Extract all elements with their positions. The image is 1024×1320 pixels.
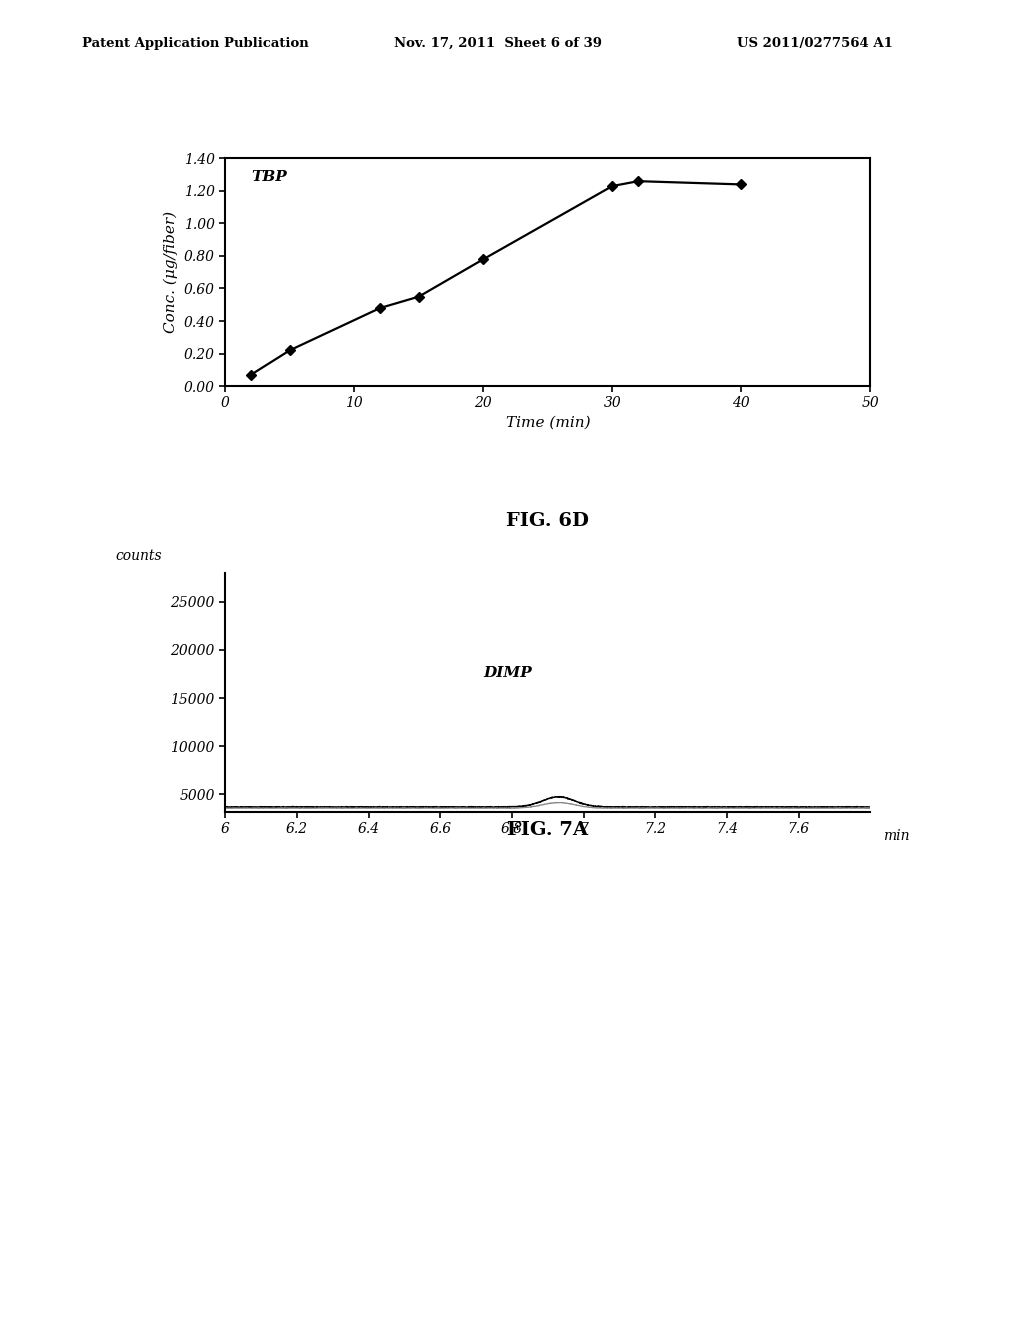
Text: Nov. 17, 2011  Sheet 6 of 39: Nov. 17, 2011 Sheet 6 of 39 [394, 37, 602, 50]
Text: Patent Application Publication: Patent Application Publication [82, 37, 308, 50]
Text: TBP: TBP [251, 170, 287, 183]
Text: US 2011/0277564 A1: US 2011/0277564 A1 [737, 37, 893, 50]
Text: min: min [884, 829, 909, 842]
Text: FIG. 6D: FIG. 6D [506, 512, 590, 531]
Text: DIMP: DIMP [483, 667, 532, 680]
Y-axis label: Conc. (μg/fiber): Conc. (μg/fiber) [164, 211, 178, 333]
Text: counts: counts [116, 549, 162, 564]
X-axis label: Time (min): Time (min) [506, 416, 590, 430]
Text: FIG. 7A: FIG. 7A [507, 821, 589, 840]
